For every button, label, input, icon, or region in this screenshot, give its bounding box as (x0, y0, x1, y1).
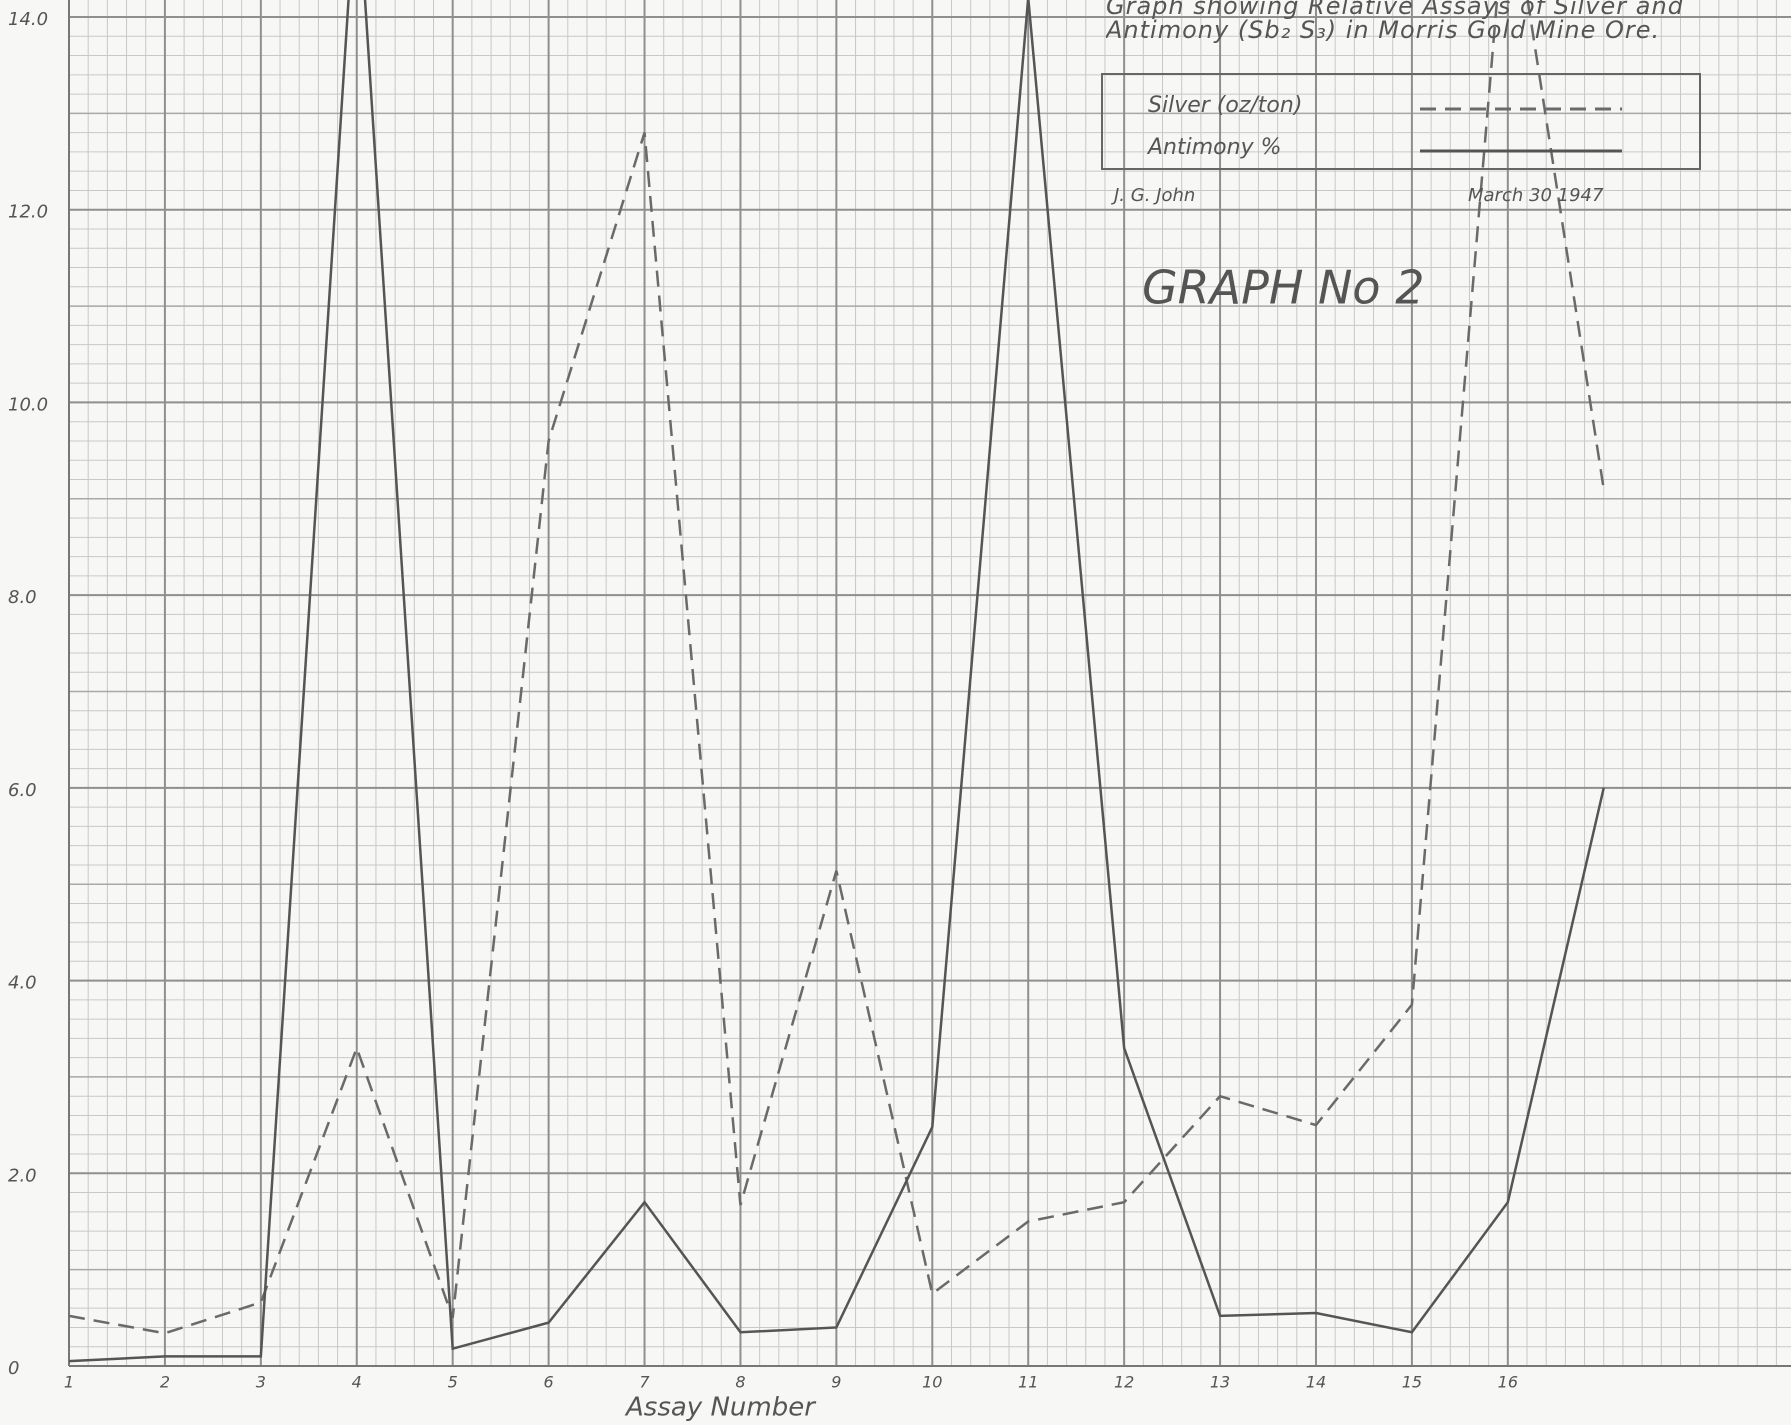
x-tick-label: 5 (448, 1373, 458, 1392)
x-tick-label: 16 (1498, 1373, 1518, 1392)
y-tick-label: 14.0 (8, 9, 48, 30)
y-tick-label: 0 (8, 1358, 19, 1379)
x-tick-label: 4 (352, 1373, 362, 1392)
title-wrap: Graph showing Relative Assays of Silver … (1106, 0, 1684, 44)
legend-label: Antimony % (1146, 135, 1281, 160)
graph-number: GRAPH No 2 (1142, 261, 1424, 315)
x-tick-label: 6 (544, 1373, 554, 1392)
chart-title: Graph showing Relative Assays of Silver … (1106, 0, 1684, 44)
x-tick-label: 13 (1210, 1373, 1230, 1392)
x-tick-label: 14 (1306, 1373, 1326, 1392)
series-line (69, 0, 1605, 1335)
y-tick-label: 2.0 (8, 1165, 37, 1186)
x-tick-label: 8 (735, 1373, 745, 1392)
x-axis-label: Assay Number (624, 1393, 817, 1423)
y-tick-label: 10.0 (8, 394, 48, 415)
x-tick-label: 12 (1114, 1373, 1134, 1392)
x-tick-label: 1 (64, 1373, 74, 1392)
x-tick-label: 15 (1402, 1373, 1422, 1392)
legend-label: Silver (oz/ton) (1148, 93, 1302, 118)
author: J. G. John (1111, 185, 1195, 206)
x-tick-label: 11 (1018, 1373, 1038, 1392)
legend-box (1101, 73, 1701, 170)
x-tick-label: 3 (256, 1373, 266, 1392)
x-tick-label: 9 (831, 1373, 841, 1392)
date: March 30 1947 (1468, 185, 1604, 206)
y-tick-label: 8.0 (8, 587, 37, 608)
x-tick-label: 7 (639, 1373, 650, 1392)
y-tick-label: 6.0 (8, 780, 37, 801)
series-line (69, 0, 1605, 1363)
x-tick-label: 2 (160, 1373, 170, 1392)
legend: Silver (oz/ton) Antimony % (1146, 93, 1622, 160)
y-tick-label: 4.0 (8, 973, 37, 994)
axes: 02.04.06.08.010.012.014.01 2 3 4 5 6 7 8 9 10 11 12… (8, 0, 1791, 1392)
plot-area (69, 0, 1605, 1363)
y-tick-label: 12.0 (8, 202, 48, 223)
x-tick-label: 10 (922, 1373, 942, 1392)
